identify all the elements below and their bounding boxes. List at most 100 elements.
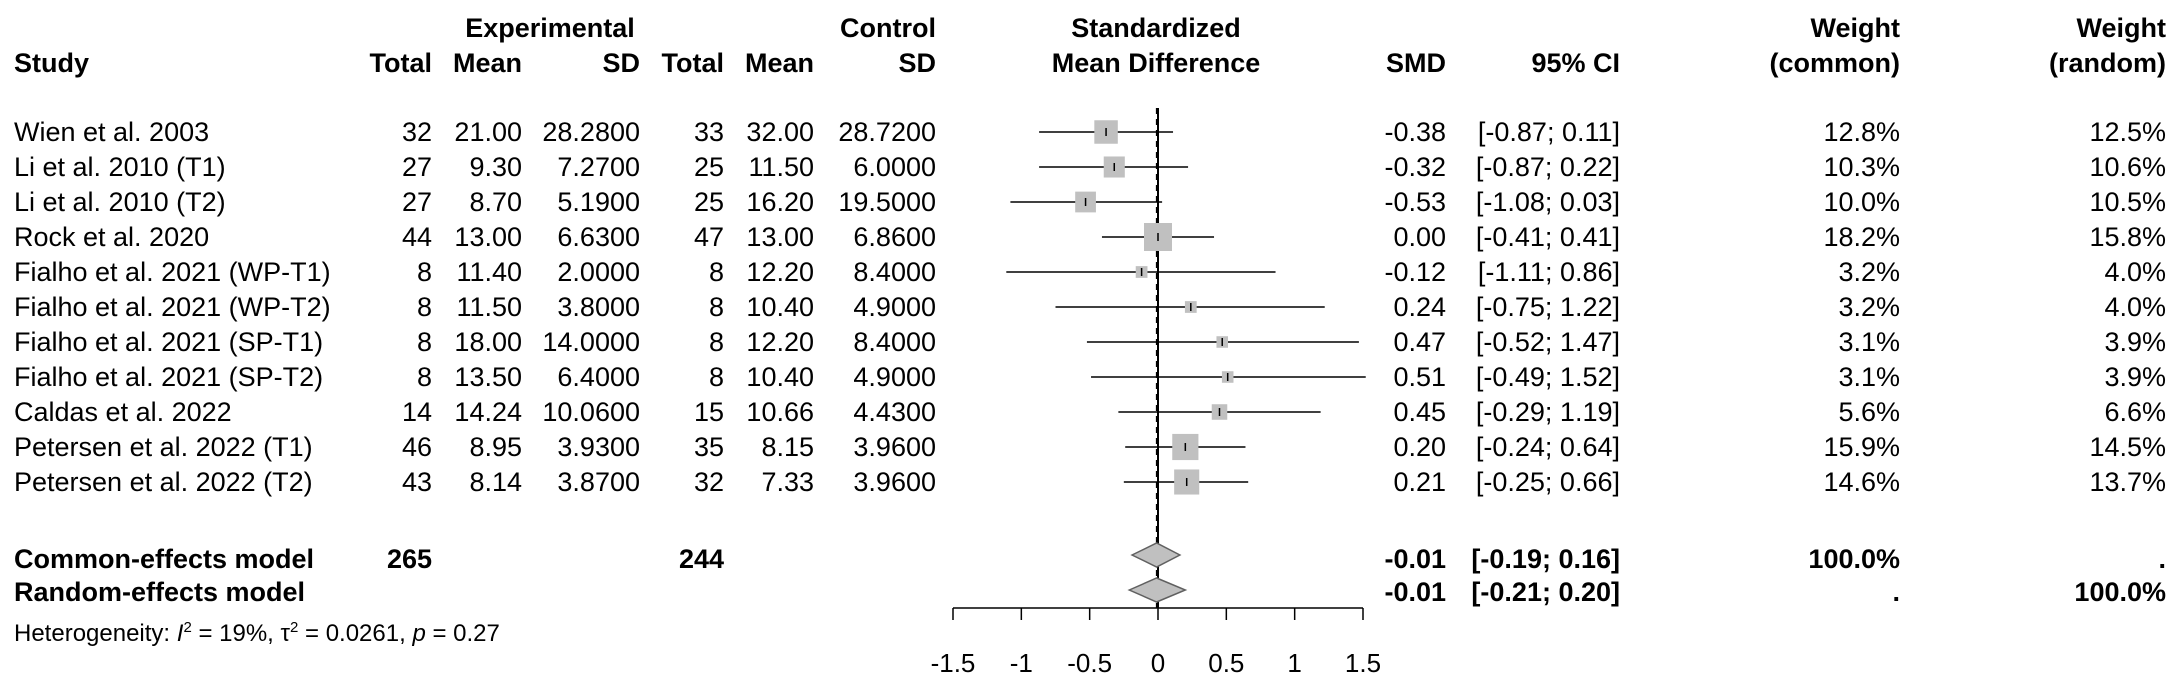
study-row-smd: 0.47 <box>1393 327 1446 357</box>
study-row-e-total: 46 <box>401 432 432 462</box>
study-row-c-mean: 12.20 <box>746 327 814 357</box>
study-row-c-total: 47 <box>693 222 724 252</box>
common-model-label: Common-effects model <box>14 544 315 574</box>
study-row-smd: 0.21 <box>1393 467 1446 497</box>
study-row-e-mean: 9.30 <box>469 152 522 182</box>
study-row-c-total: 25 <box>693 152 724 182</box>
x-tick-label: -1 <box>1010 648 1033 678</box>
random-model-ci: [-0.21; 0.20] <box>1471 577 1620 607</box>
x-tick-label: -0.5 <box>1067 648 1112 678</box>
study-row-e-sd: 3.9300 <box>557 432 640 462</box>
study-row-smd: -0.38 <box>1384 117 1446 147</box>
header-weight-common-2: (common) <box>1769 48 1901 78</box>
study-row-study-name: Fialho et al. 2021 (WP-T1) <box>14 257 331 287</box>
study-row-smd: -0.12 <box>1384 257 1446 287</box>
random-model-weight-common: . <box>1892 577 1900 607</box>
x-tick-label: 0 <box>1151 648 1165 678</box>
header-study: Study <box>14 48 90 78</box>
study-row-c-mean: 8.15 <box>761 432 814 462</box>
study-row-weight-random: 10.6% <box>2089 152 2166 182</box>
random-model-weight-random: 100.0% <box>2074 577 2166 607</box>
study-row-study-name: Wien et al. 2003 <box>14 117 210 147</box>
study-row-e-total: 8 <box>416 362 432 392</box>
study-row-c-sd: 3.9600 <box>853 467 936 497</box>
study-row-c-sd: 4.4300 <box>853 397 936 427</box>
random-model-label: Random-effects model <box>14 577 306 607</box>
study-row-c-mean: 12.20 <box>746 257 814 287</box>
study-row-weight-common: 3.2% <box>1838 257 1900 287</box>
study-row-study-name: Li et al. 2010 (T1) <box>14 152 226 182</box>
random-model-diamond <box>1127 577 1188 603</box>
study-row-smd: 0.51 <box>1393 362 1446 392</box>
study-row-c-mean: 10.66 <box>746 397 814 427</box>
study-row-e-total: 27 <box>401 152 432 182</box>
study-row-e-sd: 5.1900 <box>557 187 640 217</box>
header-experimental: Experimental <box>465 13 635 43</box>
study-row-c-sd: 4.9000 <box>853 292 936 322</box>
study-row-c-total: 33 <box>693 117 724 147</box>
study-row-study-name: Rock et al. 2020 <box>14 222 210 252</box>
study-row-c-sd: 6.8600 <box>853 222 936 252</box>
header-ci: 95% CI <box>1531 48 1620 78</box>
study-row-e-mean: 8.70 <box>469 187 522 217</box>
study-row-study-name: Petersen et al. 2022 (T1) <box>14 432 313 462</box>
study-row-ci: [-0.75; 1.22] <box>1475 292 1620 322</box>
common-model-weight-common: 100.0% <box>1808 544 1900 574</box>
study-row-study-name: Fialho et al. 2021 (WP-T2) <box>14 292 331 322</box>
study-row-smd: 0.45 <box>1393 397 1446 427</box>
study-row-c-mean: 7.33 <box>761 467 814 497</box>
common-model-diamond <box>1130 542 1182 568</box>
study-row-e-mean: 11.40 <box>456 257 522 287</box>
study-row-e-mean: 13.00 <box>454 222 522 252</box>
study-row-c-sd: 4.9000 <box>853 362 936 392</box>
study-row-c-mean: 32.00 <box>746 117 814 147</box>
study-row-c-sd: 19.5000 <box>838 187 936 217</box>
study-row-weight-random: 15.8% <box>2089 222 2166 252</box>
study-row-weight-common: 3.1% <box>1838 327 1900 357</box>
study-row-c-mean: 10.40 <box>746 292 814 322</box>
study-row-e-total: 8 <box>416 257 432 287</box>
common-model-smd: -0.01 <box>1384 544 1446 574</box>
study-row-ci: [-1.08; 0.03] <box>1475 187 1620 217</box>
study-row-e-total: 44 <box>401 222 432 252</box>
header-smd-title-1: Standardized <box>1071 13 1241 43</box>
study-row-c-mean: 13.00 <box>746 222 814 252</box>
study-row-e-total: 27 <box>401 187 432 217</box>
random-model-smd: -0.01 <box>1384 577 1446 607</box>
study-row-e-sd: 2.0000 <box>557 257 640 287</box>
study-row-ci: [-0.87; 0.22] <box>1475 152 1620 182</box>
study-row-ci: [-1.11; 0.86] <box>1477 257 1620 287</box>
study-row-c-total: 8 <box>708 327 724 357</box>
study-row-c-sd: 3.9600 <box>853 432 936 462</box>
study-row-ci: [-0.49; 1.52] <box>1475 362 1620 392</box>
study-row-study-name: Petersen et al. 2022 (T2) <box>14 467 313 497</box>
study-row-weight-common: 15.9% <box>1823 432 1900 462</box>
study-row-e-total: 43 <box>401 467 432 497</box>
study-row-c-sd: 6.0000 <box>853 152 936 182</box>
study-row-e-sd: 6.4000 <box>557 362 640 392</box>
study-row-smd: 0.20 <box>1393 432 1446 462</box>
study-row-smd: -0.32 <box>1384 152 1446 182</box>
study-row-e-mean: 8.95 <box>469 432 522 462</box>
study-row-e-total: 8 <box>416 327 432 357</box>
study-row-e-mean: 11.50 <box>456 292 522 322</box>
header-e-mean: Mean <box>452 48 522 78</box>
study-row-c-total: 15 <box>693 397 724 427</box>
header-weight-common-1: Weight <box>1810 13 1901 43</box>
study-row-weight-random: 10.5% <box>2089 187 2166 217</box>
study-row-c-total: 25 <box>693 187 724 217</box>
study-row-e-sd: 3.8000 <box>557 292 640 322</box>
x-tick-label: 1 <box>1287 648 1301 678</box>
study-row-ci: [-0.41; 0.41] <box>1475 222 1620 252</box>
study-row-c-total: 8 <box>708 362 724 392</box>
study-row-study-name: Caldas et al. 2022 <box>14 397 232 427</box>
x-tick-label: 1.5 <box>1345 648 1381 678</box>
study-row-weight-common: 3.1% <box>1838 362 1900 392</box>
study-row-e-total: 32 <box>401 117 432 147</box>
header-e-sd: SD <box>602 48 640 78</box>
study-row-e-mean: 21.00 <box>454 117 522 147</box>
study-row-c-total: 32 <box>693 467 724 497</box>
study-row-ci: [-0.29; 1.19] <box>1475 397 1620 427</box>
study-row-e-sd: 14.0000 <box>542 327 640 357</box>
